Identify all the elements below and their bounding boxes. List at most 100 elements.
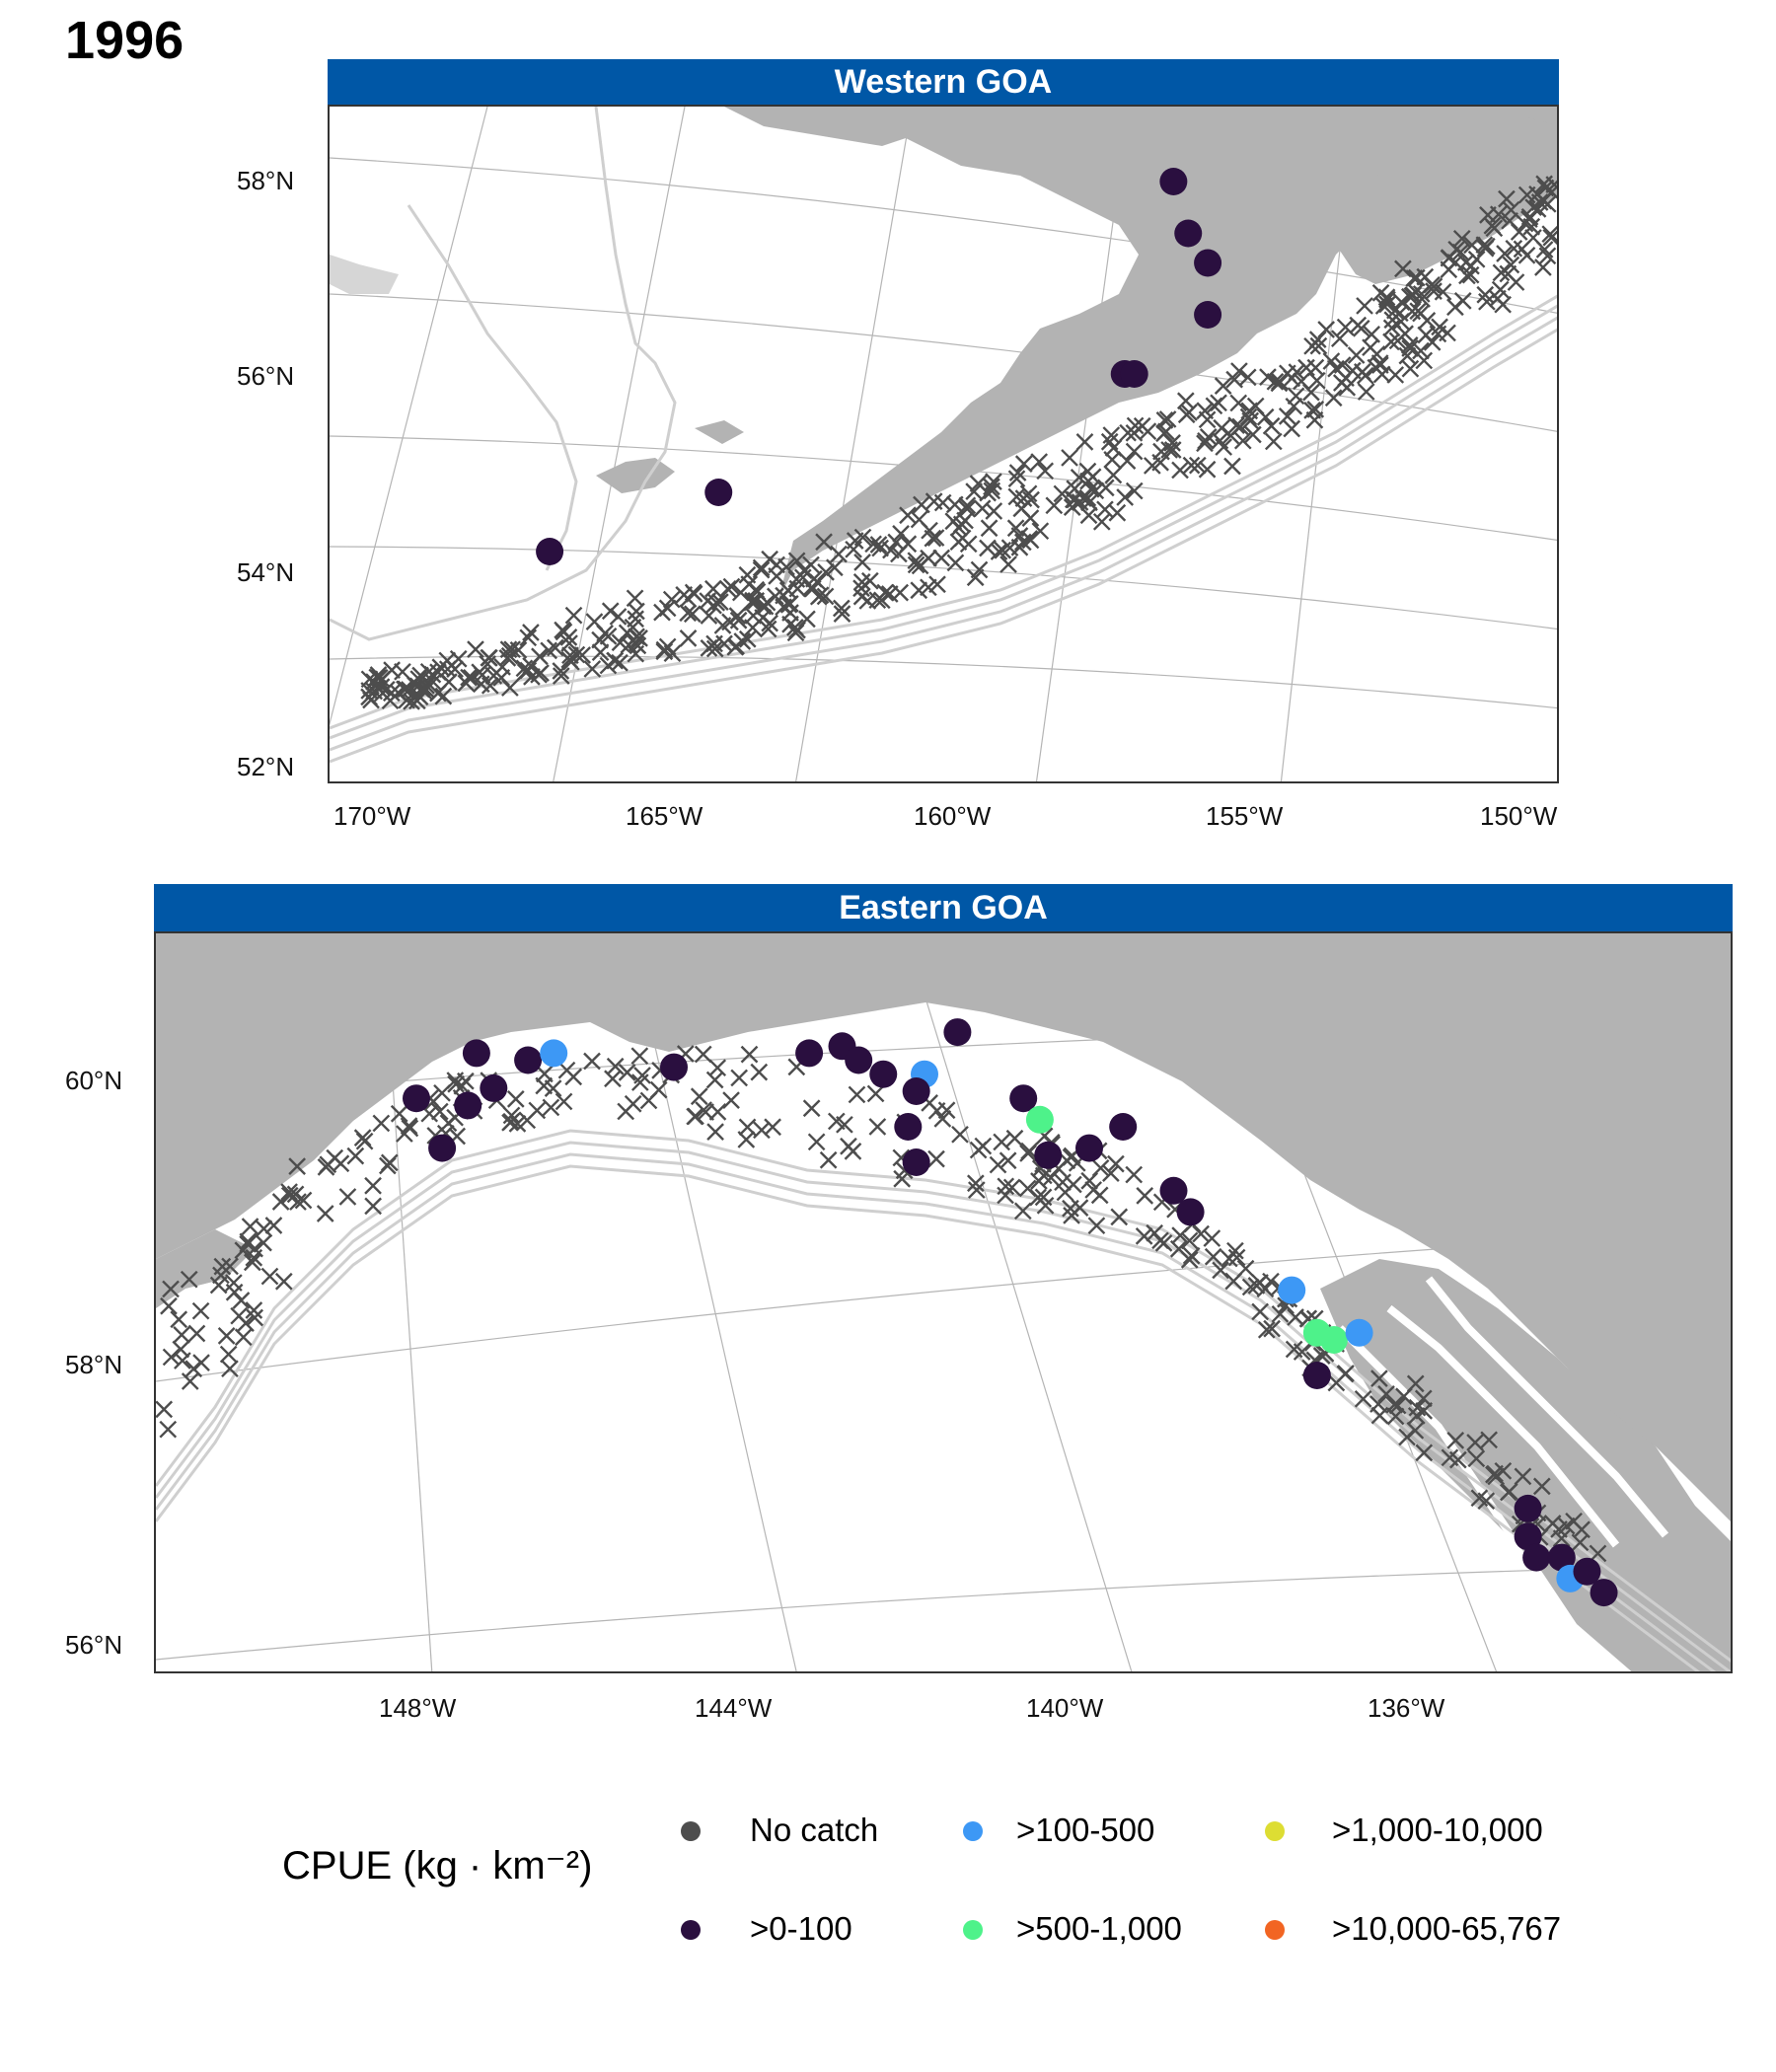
y-tick-58n: 58°N	[237, 166, 295, 195]
catch-station	[1522, 1543, 1551, 1572]
no-catch-station	[761, 614, 778, 632]
no-catch-station	[156, 1400, 174, 1419]
no-catch-station	[980, 519, 999, 538]
no-catch-station	[1357, 383, 1375, 401]
no-catch-station	[1198, 460, 1217, 479]
no-catch-station	[611, 653, 629, 672]
no-catch-station	[1522, 217, 1541, 236]
catch-station	[514, 1046, 543, 1074]
no-catch-station	[234, 1328, 253, 1347]
no-catch-station	[174, 1352, 191, 1369]
no-catch-station	[1303, 336, 1321, 355]
depth-contour	[330, 316, 1557, 752]
no-catch-station	[833, 605, 851, 623]
no-catch-station	[378, 1156, 397, 1175]
no-catch-station	[816, 587, 835, 606]
no-catch-station	[1107, 1154, 1125, 1173]
no-catch-station	[1408, 1398, 1427, 1417]
no-catch-station	[1020, 530, 1039, 548]
no-catch-station	[675, 586, 694, 604]
catch-station	[1278, 1276, 1306, 1304]
no-catch-station	[1505, 239, 1523, 258]
x-tick-155w: 155°W	[1206, 801, 1284, 831]
no-catch-station	[846, 532, 864, 550]
no-catch-station	[748, 582, 767, 601]
no-catch-station	[1247, 1276, 1266, 1295]
no-catch-station	[1180, 1231, 1199, 1250]
x-tick-136w: 136°W	[1368, 1693, 1445, 1723]
no-catch-station	[467, 640, 484, 658]
no-catch-station	[1336, 1365, 1355, 1383]
no-catch-station	[542, 1098, 560, 1117]
no-catch-station	[705, 639, 724, 658]
no-catch-station	[449, 649, 468, 668]
catch-station	[902, 1148, 930, 1176]
no-catch-station	[1374, 297, 1393, 315]
catch-station	[454, 1091, 482, 1120]
no-catch-station	[280, 1186, 299, 1205]
no-catch-station	[1007, 470, 1026, 488]
catch-station	[1176, 1198, 1205, 1226]
no-catch-station	[1285, 397, 1303, 415]
no-catch-station	[695, 1101, 712, 1119]
no-catch-station	[1309, 336, 1328, 355]
no-catch-station	[925, 492, 943, 511]
no-catch-station	[170, 1310, 188, 1329]
no-catch-station	[400, 1117, 418, 1135]
no-catch-station	[1492, 263, 1511, 282]
no-catch-station	[601, 602, 620, 621]
no-catch-station	[1158, 410, 1177, 428]
catch-station	[1194, 301, 1222, 329]
no-catch-station	[920, 578, 937, 597]
no-catch-station	[764, 1118, 781, 1137]
no-catch-station	[1369, 1395, 1387, 1413]
no-catch-station	[1571, 1533, 1590, 1552]
no-catch-station	[1214, 377, 1232, 395]
no-catch-station	[1182, 1246, 1201, 1265]
no-catch-station	[819, 1150, 838, 1169]
no-catch-station	[1256, 1280, 1275, 1298]
no-catch-station	[382, 684, 401, 703]
no-catch-station	[630, 1073, 649, 1091]
legend-dot-no-catch	[681, 1821, 701, 1841]
no-catch-station	[1070, 469, 1088, 486]
no-catch-station	[1090, 1186, 1109, 1205]
no-catch-station	[953, 529, 972, 548]
no-catch-station	[1019, 1145, 1037, 1162]
no-catch-station	[1439, 324, 1456, 342]
no-catch-station	[1385, 1395, 1404, 1414]
no-catch-station	[700, 639, 718, 657]
no-catch-station	[560, 634, 578, 652]
no-catch-station	[434, 687, 453, 705]
no-catch-station	[1480, 1431, 1498, 1449]
no-catch-station	[564, 606, 583, 625]
x-tick-165w: 165°W	[626, 801, 703, 831]
no-catch-station	[1354, 1389, 1372, 1408]
x-tick-148w: 148°W	[379, 1693, 457, 1723]
no-catch-station	[990, 543, 1008, 560]
no-catch-station	[355, 1132, 374, 1150]
no-catch-station	[694, 1045, 712, 1064]
no-catch-station	[1479, 206, 1497, 224]
no-catch-station	[528, 1101, 547, 1120]
unimak-island	[596, 458, 675, 493]
no-catch-station	[750, 1063, 769, 1081]
no-catch-station	[294, 1191, 313, 1210]
no-catch-station	[840, 1137, 857, 1155]
no-catch-station	[869, 536, 888, 554]
y-tick-52n: 52°N	[237, 752, 295, 781]
no-catch-station	[1514, 1467, 1532, 1486]
no-catch-station	[1293, 1343, 1311, 1361]
no-catch-station	[1169, 1239, 1188, 1258]
no-catch-station	[830, 545, 848, 563]
no-catch-station	[1489, 289, 1507, 308]
no-catch-station	[1297, 358, 1315, 377]
catch-station	[943, 1018, 972, 1047]
no-catch-station	[1262, 416, 1281, 435]
eastern-goa-strip: Eastern GOA	[154, 884, 1733, 931]
no-catch-station	[1271, 1304, 1290, 1323]
no-catch-station	[1227, 1248, 1246, 1267]
catch-station	[1159, 1176, 1188, 1205]
legend-label-10000-65767: >10,000-65,767	[1332, 1910, 1562, 1947]
legend-label-0-100: >0-100	[750, 1910, 852, 1947]
